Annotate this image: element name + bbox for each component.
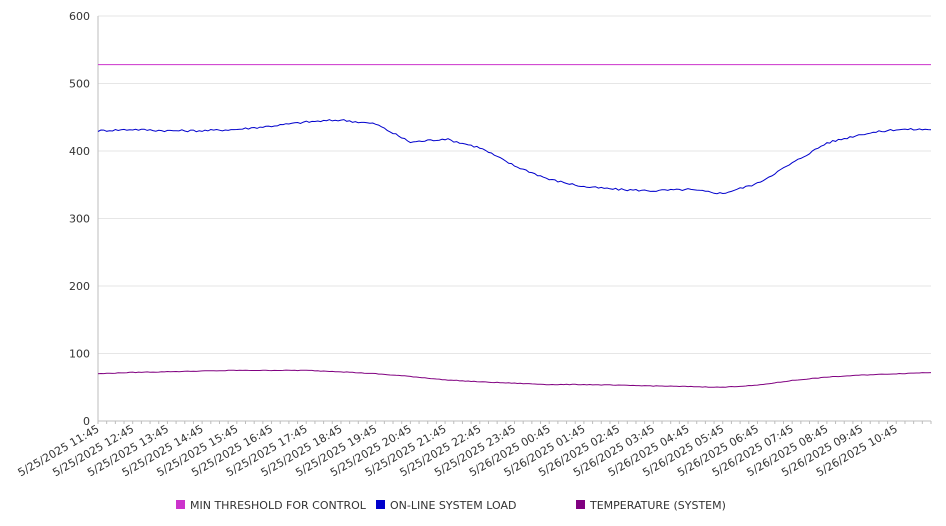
axes	[97, 16, 932, 424]
legend: MIN THRESHOLD FOR CONTROL ON-LINE SYSTEM …	[176, 499, 726, 512]
y-axis-ticks: 0 100 200 300 400 500 600	[69, 10, 90, 428]
legend-swatch	[176, 500, 185, 509]
series-line-2	[97, 369, 932, 388]
legend-label: MIN THRESHOLD FOR CONTROL	[190, 499, 367, 512]
y-tick-label: 200	[69, 280, 90, 293]
legend-label: ON-LINE SYSTEM LOAD	[390, 499, 516, 512]
series-line-1	[97, 119, 932, 195]
y-tick-label: 500	[69, 78, 90, 91]
series-lines	[97, 64, 932, 388]
y-tick-label: 300	[69, 213, 90, 226]
y-tick-label: 600	[69, 10, 90, 23]
legend-label: TEMPERATURE (SYSTEM)	[589, 499, 726, 512]
y-tick-label: 400	[69, 145, 90, 158]
y-tick-label: 100	[69, 348, 90, 361]
y-tick-label: 0	[83, 415, 90, 428]
grid-lines	[98, 15, 931, 422]
legend-swatch	[576, 500, 585, 509]
x-axis-ticks: 5/25/2025 11:455/25/2025 12:455/25/2025 …	[16, 422, 900, 479]
legend-swatch	[376, 500, 385, 509]
